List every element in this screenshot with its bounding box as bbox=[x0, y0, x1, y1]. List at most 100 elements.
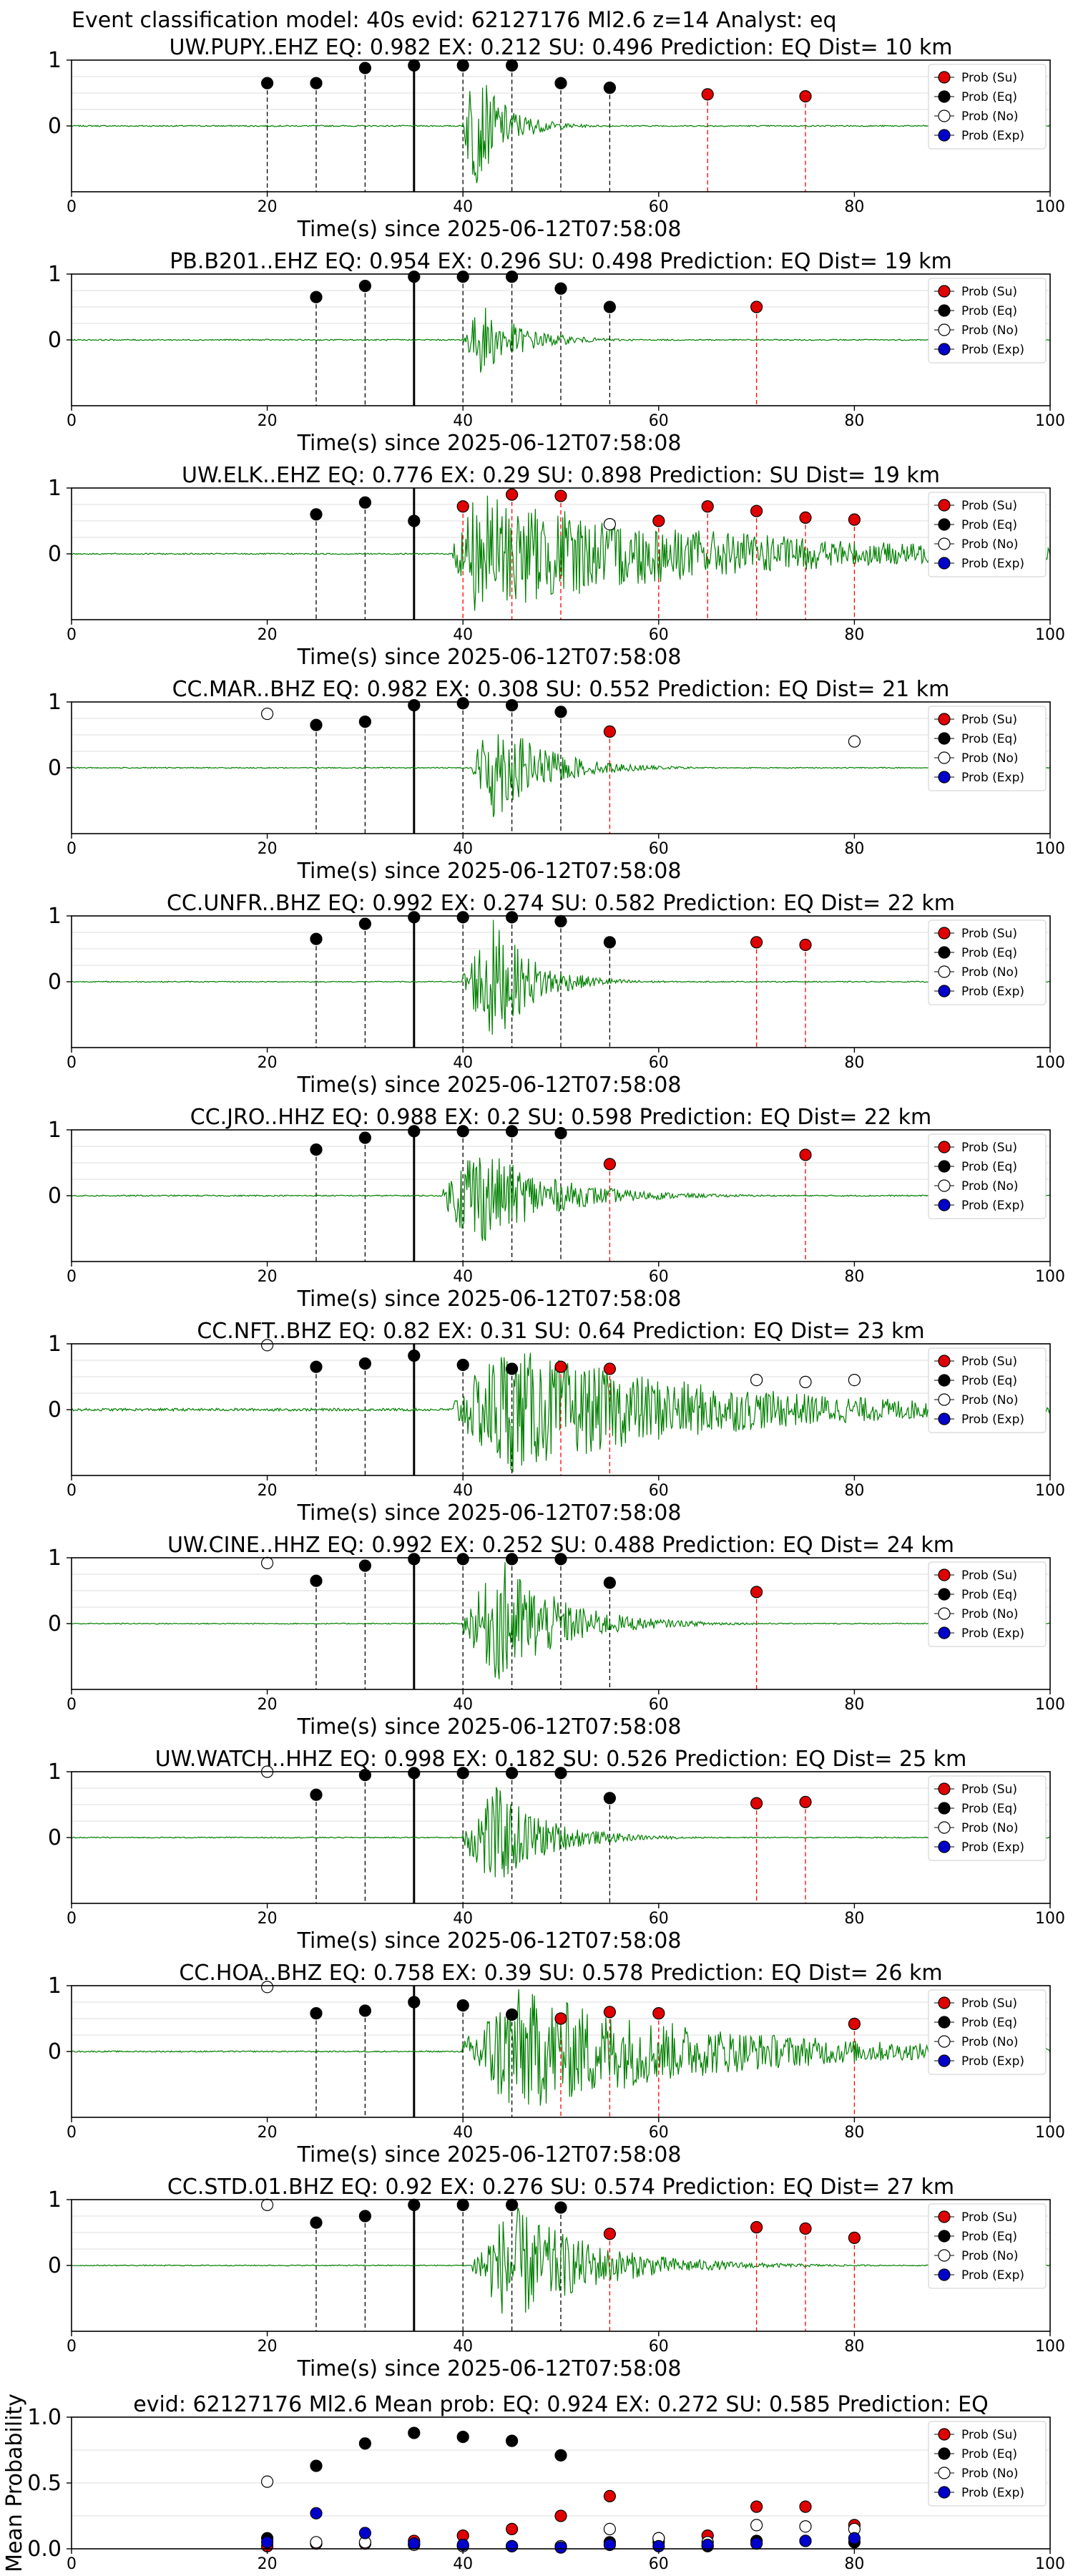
prob-point-eq bbox=[554, 914, 567, 927]
prob-point-no bbox=[261, 707, 274, 721]
prob-point-eq bbox=[408, 270, 421, 283]
mean-point-su bbox=[554, 2509, 567, 2522]
legend-label: Prob (Su) bbox=[961, 285, 1017, 299]
x-tick-label: 100 bbox=[1035, 2555, 1065, 2573]
legend-label: Prob (Exp) bbox=[961, 1199, 1024, 1213]
panel-title: CC.MAR..BHZ EQ: 0.982 EX: 0.308 SU: 0.55… bbox=[172, 677, 950, 702]
prob-point-su bbox=[799, 1148, 812, 1161]
legend-marker bbox=[938, 1141, 951, 1153]
mean-point-eq bbox=[505, 2434, 519, 2447]
legend-label: Prob (No) bbox=[961, 2467, 1019, 2481]
prob-point-eq bbox=[310, 1143, 323, 1156]
legend-label: Prob (No) bbox=[961, 1821, 1019, 1835]
legend-label: Prob (No) bbox=[961, 1393, 1019, 1407]
panel-title: CC.JRO..HHZ EQ: 0.988 EX: 0.2 SU: 0.598 … bbox=[190, 1105, 931, 1130]
prob-point-eq bbox=[505, 270, 519, 283]
prob-point-eq bbox=[408, 698, 421, 712]
mean-point-exp bbox=[799, 2534, 812, 2547]
x-tick-label: 80 bbox=[844, 1482, 864, 1500]
x-tick-label: 80 bbox=[844, 2555, 864, 2573]
legend-box bbox=[928, 2203, 1047, 2289]
prob-point-eq bbox=[358, 1131, 371, 1144]
legend-label: Prob (No) bbox=[961, 2249, 1019, 2263]
mean-point-exp bbox=[358, 2527, 371, 2540]
panel-title: evid: 62127176 Ml2.6 Mean prob: EQ: 0.92… bbox=[133, 2392, 988, 2417]
legend-label: Prob (No) bbox=[961, 965, 1019, 980]
x-axis-label: Time(s) since 2025-06-12T07:58:08 bbox=[297, 217, 682, 242]
prob-point-eq bbox=[554, 282, 567, 295]
x-tick-label: 60 bbox=[649, 1054, 669, 1072]
legend-marker bbox=[938, 2210, 951, 2223]
x-tick-label: 60 bbox=[649, 840, 669, 858]
legend-marker bbox=[938, 557, 951, 570]
prob-point-su bbox=[603, 2228, 617, 2240]
legend-label: Prob (Su) bbox=[961, 927, 1017, 941]
legend-label: Prob (Su) bbox=[961, 1568, 1017, 1583]
prob-point-eq bbox=[310, 77, 323, 89]
x-tick-label: 60 bbox=[649, 2124, 669, 2142]
legend-label: Prob (Exp) bbox=[961, 557, 1024, 571]
station-panel-5: CC.UNFR..BHZ EQ: 0.992 EX: 0.274 SU: 0.5… bbox=[48, 891, 1065, 1098]
legend-marker bbox=[938, 2016, 951, 2029]
x-tick-label: 40 bbox=[453, 2124, 473, 2142]
station-panel-8: UW.CINE..HHZ EQ: 0.992 EX: 0.252 SU: 0.4… bbox=[48, 1533, 1065, 1740]
prob-point-su bbox=[456, 500, 469, 513]
legend-box bbox=[928, 2421, 1047, 2507]
mean-probability-panel: evid: 62127176 Ml2.6 Mean prob: EQ: 0.92… bbox=[2, 2392, 1065, 2573]
legend-marker bbox=[938, 946, 951, 959]
prob-point-eq bbox=[310, 2007, 323, 2020]
waveform-trace bbox=[71, 84, 1051, 184]
prob-point-su bbox=[750, 504, 763, 517]
y-tick-label: 1 bbox=[48, 48, 62, 73]
x-tick-label: 0 bbox=[67, 840, 77, 858]
prob-point-su bbox=[750, 301, 763, 313]
prob-point-su bbox=[750, 1586, 763, 1599]
legend-marker bbox=[938, 1626, 951, 1639]
legend-label: Prob (Exp) bbox=[961, 343, 1024, 357]
legend-marker bbox=[938, 2054, 951, 2067]
x-tick-label: 80 bbox=[844, 2124, 864, 2142]
legend-label: Prob (No) bbox=[961, 2035, 1019, 2049]
y-tick-label: 1 bbox=[48, 1974, 62, 1999]
figure-suptitle: Event classification model: 40s evid: 62… bbox=[72, 8, 837, 33]
legend-box bbox=[928, 64, 1047, 150]
x-tick-label: 60 bbox=[649, 198, 669, 216]
legend-label: Prob (Eq) bbox=[961, 732, 1017, 746]
station-panel-7: CC.NFT..BHZ EQ: 0.82 EX: 0.31 SU: 0.64 P… bbox=[48, 1319, 1065, 1526]
prob-point-eq bbox=[603, 1576, 617, 1589]
prob-point-eq bbox=[456, 911, 469, 924]
legend-box bbox=[928, 1561, 1047, 1647]
prob-point-su bbox=[701, 500, 714, 513]
x-tick-label: 100 bbox=[1035, 412, 1065, 430]
x-tick-label: 0 bbox=[67, 1268, 77, 1286]
prob-point-eq bbox=[505, 2008, 519, 2021]
mean-point-exp bbox=[848, 2532, 861, 2545]
x-tick-label: 100 bbox=[1035, 2124, 1065, 2142]
legend-marker bbox=[938, 1160, 951, 1173]
legend-marker bbox=[938, 537, 951, 550]
mean-point-no bbox=[603, 2522, 617, 2535]
y-tick-label: 1 bbox=[48, 1546, 62, 1571]
x-tick-label: 60 bbox=[649, 1482, 669, 1500]
legend-label: Prob (Su) bbox=[961, 1141, 1017, 1155]
mean-point-exp bbox=[701, 2538, 714, 2552]
x-tick-label: 20 bbox=[258, 626, 278, 644]
x-tick-label: 100 bbox=[1035, 626, 1065, 644]
legend-marker bbox=[938, 2447, 951, 2460]
panel-title: CC.UNFR..BHZ EQ: 0.992 EX: 0.274 SU: 0.5… bbox=[167, 891, 955, 916]
prob-point-eq bbox=[408, 1553, 421, 1566]
prob-point-su bbox=[554, 2012, 567, 2025]
x-tick-label: 0 bbox=[67, 2124, 77, 2142]
x-tick-label: 20 bbox=[258, 1054, 278, 1072]
legend-label: Prob (Eq) bbox=[961, 1588, 1017, 1602]
legend-marker bbox=[938, 985, 951, 997]
prob-point-eq bbox=[554, 1767, 567, 1780]
legend-box bbox=[928, 1989, 1047, 2075]
legend-label: Prob (Eq) bbox=[961, 90, 1017, 104]
x-axis-label: Time(s) since 2025-06-12T07:58:08 bbox=[297, 645, 682, 670]
mean-point-su bbox=[603, 2489, 617, 2502]
mean-point-exp bbox=[505, 2540, 519, 2552]
legend-marker bbox=[938, 1374, 951, 1387]
x-tick-label: 80 bbox=[844, 1910, 864, 1928]
x-tick-label: 40 bbox=[453, 1054, 473, 1072]
